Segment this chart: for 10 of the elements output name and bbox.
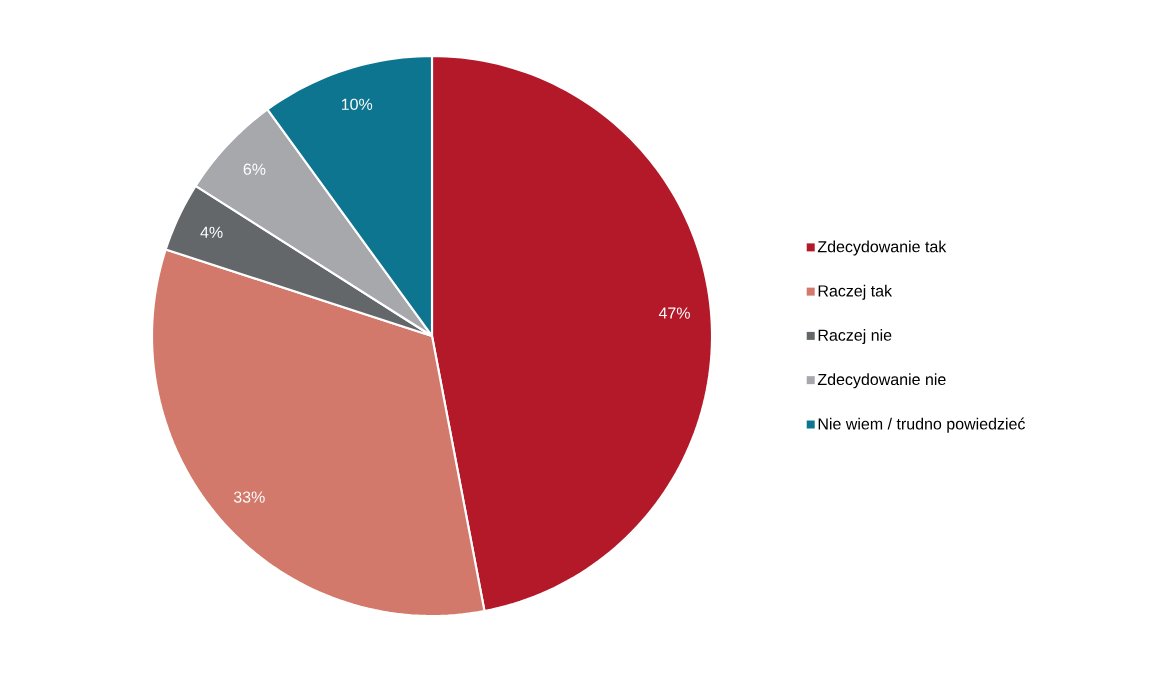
data-label: 10% bbox=[341, 98, 373, 110]
data-label: 33% bbox=[233, 491, 265, 503]
legend-label: Zdecydowanie tak bbox=[817, 240, 947, 256]
legend-label: Nie wiem / trudno powiedzieć bbox=[818, 417, 1025, 433]
legend-label: Raczej nie bbox=[818, 329, 892, 345]
legend-label: Zdecydowanie nie bbox=[817, 373, 946, 389]
data-label: 47% bbox=[658, 307, 690, 319]
data-label: 4% bbox=[200, 226, 223, 238]
data-label: 6% bbox=[243, 163, 266, 175]
legend-label: Raczej tak bbox=[818, 284, 893, 300]
